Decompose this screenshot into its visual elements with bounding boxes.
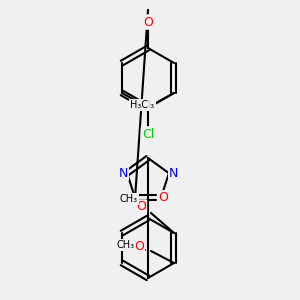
Text: O: O (136, 200, 146, 214)
Text: Cl: Cl (142, 128, 154, 140)
Text: O: O (134, 241, 144, 254)
Text: CH₃: CH₃ (117, 240, 135, 250)
Text: H₃C: H₃C (130, 100, 148, 110)
Text: N: N (169, 167, 178, 180)
Text: O: O (143, 16, 153, 28)
Text: N: N (118, 167, 128, 180)
Text: O: O (158, 191, 168, 204)
Text: CH₃: CH₃ (120, 194, 138, 204)
Text: CH₃: CH₃ (137, 100, 155, 110)
